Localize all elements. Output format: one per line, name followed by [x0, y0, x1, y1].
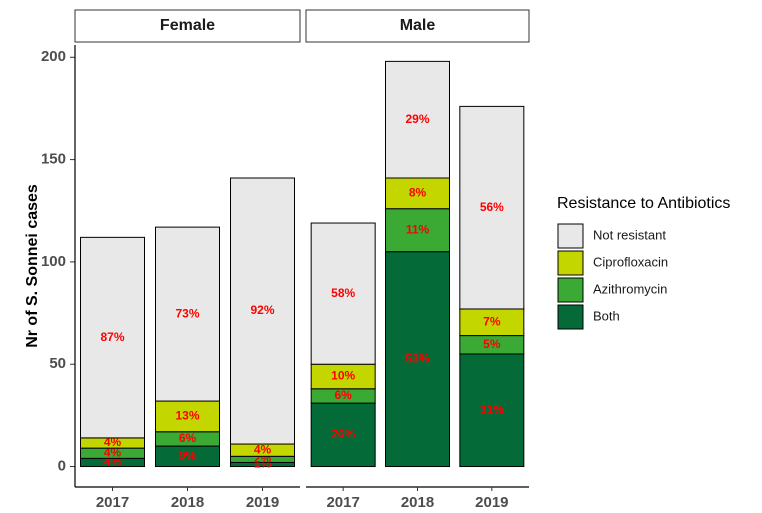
bar-segment	[385, 60, 450, 179]
x-tick-label: 2019	[246, 494, 279, 511]
value-label: 4%	[104, 435, 122, 449]
value-label: 56%	[480, 200, 504, 214]
legend-key	[557, 304, 584, 330]
legend-key	[557, 223, 584, 249]
facet-title: Male	[400, 17, 436, 34]
legend-label: Azithromycin	[593, 281, 667, 296]
value-label: 6%	[179, 431, 197, 445]
bar-segment	[155, 226, 220, 402]
legend-key	[557, 277, 584, 303]
bar-segment	[310, 402, 376, 468]
value-label: 26%	[331, 427, 355, 441]
bar-segment	[385, 208, 450, 253]
value-label: 29%	[405, 112, 429, 126]
value-label: 31%	[480, 402, 504, 416]
legend-label: Both	[593, 308, 620, 323]
bar-segment	[230, 177, 295, 445]
y-tick-label: 50	[49, 355, 66, 372]
value-label: 9%	[179, 448, 197, 462]
legend-title: Resistance to Antibiotics	[557, 195, 730, 212]
value-label: 6%	[334, 388, 352, 402]
y-axis-label: Nr of S. Sonnei cases	[24, 184, 41, 348]
value-label: 92%	[250, 303, 274, 317]
value-label: 58%	[331, 286, 355, 300]
x-tick-label: 2019	[475, 494, 508, 511]
x-tick-label: 2018	[171, 494, 204, 511]
bar-segment	[459, 105, 525, 310]
bar-segment	[155, 400, 220, 433]
bar-segment	[385, 251, 450, 468]
bar-segment	[310, 363, 376, 390]
x-tick-label: 2017	[96, 494, 129, 511]
y-tick-label: 200	[41, 48, 66, 65]
bar-segment	[310, 222, 376, 365]
legend-label: Not resistant	[593, 227, 666, 242]
facet-title: Female	[160, 17, 215, 34]
value-label: 10%	[331, 369, 355, 383]
value-label: 7%	[483, 314, 501, 328]
value-label: 53%	[405, 351, 429, 365]
strip	[74, 9, 301, 43]
value-label: 5%	[483, 337, 501, 351]
value-label: 87%	[100, 330, 124, 344]
value-label: 13%	[175, 409, 199, 423]
strip	[305, 9, 530, 43]
value-label: 11%	[406, 222, 430, 236]
bar-segment	[80, 236, 145, 439]
value-label: 4%	[104, 445, 122, 459]
value-label: 73%	[175, 306, 199, 320]
value-label: 8%	[409, 186, 427, 200]
y-tick-label: 150	[41, 151, 66, 168]
x-tick-label: 2017	[326, 494, 359, 511]
y-tick-label: 0	[58, 458, 66, 475]
legend-key	[557, 250, 584, 276]
x-tick-label: 2018	[401, 494, 434, 511]
value-label: 4%	[254, 442, 272, 456]
legend-label: Ciprofloxacin	[593, 254, 668, 269]
y-tick-label: 100	[41, 253, 66, 270]
